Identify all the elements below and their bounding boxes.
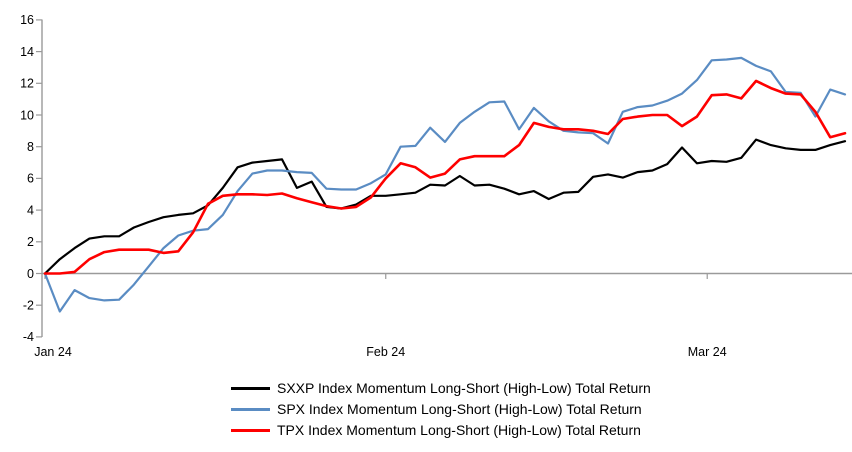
y-tick-label: 0 <box>27 267 34 281</box>
plot-svg: 16 14 12 10 8 6 4 2 0 -2 -4 Jan 24 Feb 24 Mar 24 <box>20 13 852 359</box>
y-axis: 16 14 12 10 8 6 4 2 0 -2 -4 <box>20 13 43 344</box>
series-lines <box>43 56 847 313</box>
x-tick-label: Feb 24 <box>366 345 405 359</box>
spx-line-swatch <box>231 408 270 411</box>
y-tick-label: -4 <box>23 330 34 344</box>
y-tick-label: 12 <box>20 77 34 91</box>
legend-label-spx: SPX Index Momentum Long-Short (High-Low)… <box>277 401 642 417</box>
series-line-1 <box>43 56 847 313</box>
y-tick-label: 6 <box>27 172 34 186</box>
series-line-0 <box>43 138 847 275</box>
legend-item-spx: SPX Index Momentum Long-Short (High-Low)… <box>231 399 651 420</box>
y-tick-label: 10 <box>20 108 34 122</box>
y-tick-label: 4 <box>27 203 34 217</box>
legend-label-tpx: TPX Index Momentum Long-Short (High-Low)… <box>277 422 641 438</box>
legend-item-sxxp: SXXP Index Momentum Long-Short (High-Low… <box>231 378 651 399</box>
legend-item-tpx: TPX Index Momentum Long-Short (High-Low)… <box>231 420 651 441</box>
x-axis: Jan 24 Feb 24 Mar 24 <box>34 273 727 359</box>
sxxp-line-swatch <box>231 387 270 390</box>
legend-label-sxxp: SXXP Index Momentum Long-Short (High-Low… <box>277 380 651 396</box>
x-tick-label: Jan 24 <box>34 345 72 359</box>
y-tick-label: 14 <box>20 45 34 59</box>
series-line-2 <box>43 79 847 275</box>
y-tick-label: 16 <box>20 13 34 27</box>
chart-legend: SXXP Index Momentum Long-Short (High-Low… <box>231 378 651 441</box>
y-tick-label: -2 <box>23 299 34 313</box>
y-tick-label: 2 <box>27 235 34 249</box>
y-tick-label: 8 <box>27 140 34 154</box>
x-tick-label: Mar 24 <box>688 345 727 359</box>
tpx-line-swatch <box>231 429 270 432</box>
